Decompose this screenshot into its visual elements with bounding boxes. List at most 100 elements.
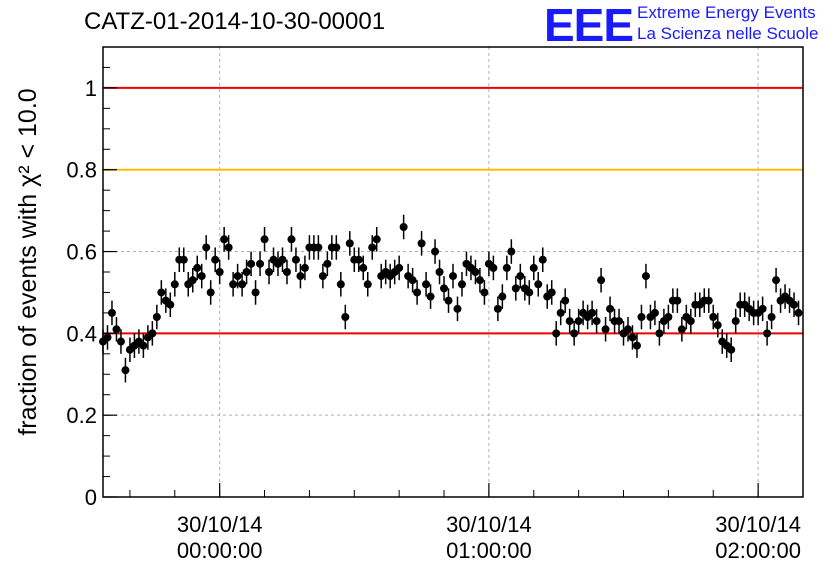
data-point [449,272,457,281]
run-title: CATZ-01-2014-10-30-00001 [84,8,386,35]
data-point [372,235,381,244]
data-point [170,280,179,289]
data-point [291,255,300,264]
data-point [179,255,188,264]
data-point [282,268,291,276]
data-point [413,288,422,297]
data-point [704,296,713,305]
data-point [628,333,637,342]
data-point [570,329,579,338]
data-point [300,263,309,272]
data-point [323,259,332,268]
data-point [139,341,148,350]
x-tick-time: 01:00:00 [446,538,532,563]
data-point [121,366,130,375]
data-point [772,276,781,285]
data-point [408,276,417,285]
data-point [426,292,435,301]
data-point [606,304,615,313]
data-point [260,235,269,244]
data-point [202,243,211,252]
data-point [547,288,556,297]
data-point [529,263,538,272]
data-point [731,317,740,326]
x-tick-date: 30/10/14 [715,512,801,537]
data-point [507,247,516,256]
data-point [193,263,202,272]
data-point [632,341,641,350]
data-point [552,329,561,338]
x-tick-time: 02:00:00 [715,538,801,563]
y-axis-label: fraction of events with χ² < 10.0 [14,88,42,435]
data-point [790,300,799,309]
data-point [287,235,296,244]
data-point [211,255,220,264]
data-point [453,304,462,313]
data-point [556,308,565,317]
data-point [363,280,372,289]
data-point [597,276,606,285]
data-point [794,308,803,317]
data-point [664,313,673,321]
data-point [758,304,767,313]
data-point [713,321,722,330]
reference-lines [103,86,803,335]
data-point [565,317,574,326]
data-points [99,214,803,383]
data-point [588,308,597,317]
data-point [345,239,354,248]
data-point [152,313,161,321]
data-point [247,259,256,268]
data-point [561,296,570,305]
data-point [278,255,287,264]
data-point [655,329,664,338]
data-point [368,243,377,252]
data-point [615,317,624,326]
data-point [435,268,444,276]
x-tick-date: 30/10/14 [446,512,532,537]
data-point [763,329,772,338]
y-tick-label: 1 [85,76,97,101]
x-tick-time: 00:00:00 [177,538,263,563]
logo-line-1: Extreme Energy Events [637,3,816,22]
y-tick-label: 0.2 [66,403,97,428]
data-point [395,263,404,272]
logo-line-2: La Scienza nelle Scuole [637,24,819,43]
data-point [471,268,480,276]
data-point [686,317,695,326]
data-point [112,325,121,334]
data-point [336,280,345,289]
x-tick-date: 30/10/14 [177,512,263,537]
data-point [516,272,525,281]
y-tick-label: 0 [85,485,97,510]
data-point [637,313,646,321]
y-tick-label: 0.6 [66,240,97,265]
data-point [538,255,547,264]
data-point [314,243,323,252]
data-point [215,268,224,276]
data-point [242,268,251,276]
data-point [296,272,305,281]
data-point [157,288,166,297]
data-point [444,296,453,305]
data-point [341,313,350,321]
data-point [318,272,327,281]
data-point [493,304,502,313]
data-point [431,247,440,256]
data-point [116,337,125,346]
data-point [399,223,408,231]
data-point [197,272,206,281]
data-point [417,239,426,248]
data-point [480,288,489,297]
data-point [188,276,197,285]
data-point [206,288,215,297]
data-point [498,292,507,301]
data-point [767,313,776,321]
data-point [256,259,265,268]
data-point [727,345,736,354]
data-point [534,280,543,289]
data-point [457,280,466,289]
data-point [354,255,363,264]
data-point [422,280,431,289]
